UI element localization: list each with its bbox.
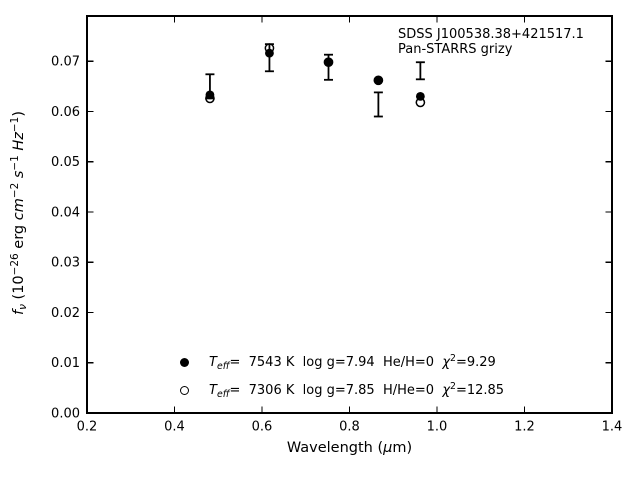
y-tick-label: 0.05 bbox=[51, 155, 80, 170]
model-filled-point bbox=[324, 57, 333, 67]
y-tick-label: 0.00 bbox=[51, 407, 80, 422]
model-filled-point bbox=[205, 90, 215, 100]
y-tick-label: 0.01 bbox=[51, 356, 80, 371]
x-tick-label: 1.2 bbox=[514, 420, 535, 435]
legend-text-model-7543: Teff= 7543 K log g=7.94 He/H=0 χ2=9.29 bbox=[209, 353, 496, 372]
x-tick-label: 0.2 bbox=[77, 420, 98, 435]
x-tick-label: 0.8 bbox=[339, 420, 360, 435]
x-tick-label: 1.0 bbox=[427, 420, 448, 435]
y-tick-label: 0.04 bbox=[51, 205, 80, 220]
x-tick-label: 0.4 bbox=[164, 420, 185, 435]
plot-frame bbox=[86, 15, 613, 414]
model-filled-point bbox=[415, 92, 425, 101]
x-tick-label: 0.6 bbox=[252, 420, 273, 435]
open-circle-marker-icon bbox=[180, 386, 189, 395]
y-tick-label: 0.07 bbox=[51, 55, 80, 70]
filled-circle-marker-icon bbox=[180, 358, 189, 367]
legend-row-model-7543: Teff= 7543 K log g=7.94 He/H=0 χ2=9.29 bbox=[180, 353, 496, 372]
legend-text-model-7306: Teff= 7306 K log g=7.85 H/He=0 χ2=12.85 bbox=[209, 381, 505, 400]
target-annotation: SDSS J100538.38+421517.1 Pan-STARRS griz… bbox=[398, 27, 584, 57]
model-filled-point bbox=[373, 75, 383, 85]
x-tick-label: 1.4 bbox=[602, 420, 623, 435]
y-axis-label: fν (10−26 erg cm−2 s−1 Hz−1) bbox=[8, 111, 29, 316]
y-tick-label: 0.02 bbox=[51, 306, 80, 321]
annotation-survey-bands: Pan-STARRS grizy bbox=[398, 42, 513, 57]
y-tick-label: 0.06 bbox=[51, 105, 80, 120]
annotation-object-name: SDSS J100538.38+421517.1 bbox=[398, 27, 584, 42]
legend-row-model-7306: Teff= 7306 K log g=7.85 H/He=0 χ2=12.85 bbox=[180, 381, 505, 400]
x-axis-label: Wavelength (μm) bbox=[286, 440, 413, 456]
model-filled-point bbox=[265, 48, 274, 58]
y-tick-label: 0.03 bbox=[51, 256, 80, 271]
